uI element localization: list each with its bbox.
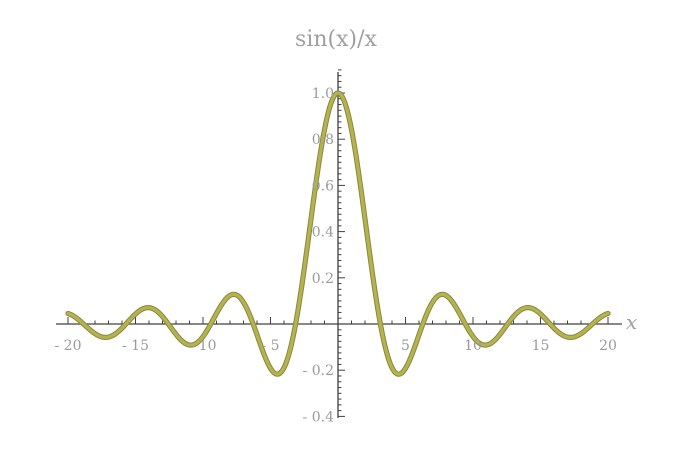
data-point xyxy=(553,327,555,329)
y-tick-label: 0.8 xyxy=(312,132,334,148)
y-tick-label: - 0.2 xyxy=(303,363,334,379)
data-point xyxy=(121,327,123,329)
data-point xyxy=(270,368,272,370)
y-tick-label: 1.0 xyxy=(312,86,334,102)
data-point xyxy=(337,92,339,94)
x-tick-label: - 10 xyxy=(190,338,217,354)
tick-labels: - 20 - 15 - 10 - 5 5 10 15 20 - 0.4 - 0.2 0.2 0.4 0.… xyxy=(55,86,617,425)
data-point xyxy=(324,129,326,131)
data-point xyxy=(229,295,231,297)
data-point xyxy=(378,312,380,314)
data-point xyxy=(256,334,258,336)
x-tick-label: - 5 xyxy=(261,338,279,354)
data-point xyxy=(594,321,596,323)
data-point xyxy=(486,344,488,346)
data-point xyxy=(445,295,447,297)
x-tick-label: 10 xyxy=(464,338,482,354)
data-point xyxy=(135,313,137,315)
data-point xyxy=(81,321,83,323)
data-point xyxy=(567,336,569,338)
data-point xyxy=(540,313,542,315)
data-point xyxy=(243,301,245,303)
series-layer xyxy=(65,90,611,377)
data-point xyxy=(351,129,353,131)
data-point xyxy=(607,313,609,315)
data-point xyxy=(526,307,528,309)
series-line xyxy=(66,91,610,376)
data-point xyxy=(310,218,312,220)
data-point xyxy=(364,218,366,220)
axes xyxy=(56,69,622,418)
data-point xyxy=(108,336,110,338)
data-point xyxy=(175,334,177,336)
data-point xyxy=(418,334,420,336)
x-tick-label: 20 xyxy=(599,338,617,354)
data-point xyxy=(459,313,461,315)
data-point xyxy=(162,316,164,318)
data-point xyxy=(216,313,218,315)
x-tick-label: - 15 xyxy=(122,338,149,354)
data-point xyxy=(432,301,434,303)
y-tick-label: 0.2 xyxy=(312,271,334,287)
x-axis-label: x xyxy=(626,310,637,334)
x-tick-label: 15 xyxy=(532,338,550,354)
data-point xyxy=(297,312,299,314)
y-tick-label: 0.6 xyxy=(312,178,334,194)
x-tick-label: 5 xyxy=(401,338,410,354)
data-point xyxy=(391,367,393,369)
data-point xyxy=(283,367,285,369)
x-tick-label: - 20 xyxy=(55,338,82,354)
minor-ticks xyxy=(67,69,609,417)
data-point xyxy=(580,333,582,335)
data-point xyxy=(499,334,501,336)
data-point xyxy=(67,313,69,315)
y-tick-label: - 0.4 xyxy=(303,409,335,425)
data-point xyxy=(148,307,150,309)
data-point xyxy=(94,333,96,335)
data-point xyxy=(405,368,407,370)
data-point xyxy=(513,316,515,318)
chart-title: sin(x)/x xyxy=(295,27,377,52)
y-tick-label: 0.4 xyxy=(312,225,334,241)
